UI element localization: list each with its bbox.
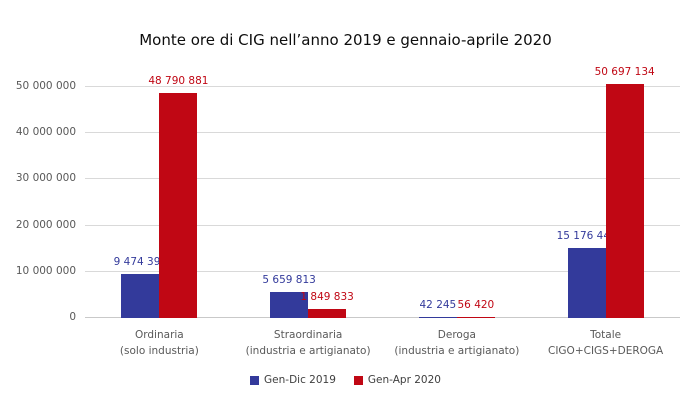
legend-label: Gen-Dic 2019: [264, 374, 336, 386]
y-tick-label: 0: [69, 311, 76, 323]
gridline: [85, 178, 680, 179]
x-category-label: Totale CIGO+CIGS+DEROGA: [531, 327, 680, 359]
y-axis: 0 10 000 000 20 000 000 30 000 000 40 000 00…: [0, 80, 76, 323]
x-category-label-line: Deroga: [437, 329, 476, 341]
bar-value-label: 50 697 134: [594, 66, 655, 78]
bar-value-label: 42 245: [419, 299, 457, 311]
bar-value-label: 48 790 881: [148, 75, 209, 87]
bar-groups: 9 474 391 48 790 881 5 659 813 1 849 833 42 …: [85, 66, 680, 318]
x-category-label-line: Totale: [590, 329, 622, 341]
legend-item: Gen-Dic 2019: [250, 374, 336, 386]
x-category-label-line: Ordinaria: [135, 329, 184, 341]
bar-value-label: 15 176 449: [556, 230, 617, 242]
plot-area: 9 474 391 48 790 881 5 659 813 1 849 833 42 …: [85, 66, 680, 318]
x-category-label: Straordinaria (industria e artigianato): [234, 327, 383, 359]
bar-value-label: 56 420: [457, 299, 495, 311]
x-axis-labels: Ordinaria (solo industria) Straordinaria (i…: [85, 327, 680, 359]
legend: Gen-Dic 2019 Gen-Apr 2020: [0, 374, 691, 386]
bar-value-label: 1 849 833: [300, 291, 354, 303]
y-tick-label: 40 000 000: [15, 126, 76, 138]
legend-item: Gen-Apr 2020: [353, 374, 441, 386]
bar-group: 15 176 449 50 697 134: [531, 66, 680, 318]
bar: 15 176 449: [557, 230, 617, 318]
bar-pair: 5 659 813 1 849 833: [262, 274, 354, 318]
gridline: [85, 225, 680, 226]
bar: 48 790 881: [148, 75, 208, 318]
x-category-label-line: (industria e artigianato): [245, 345, 371, 357]
gridline: [85, 271, 680, 272]
x-category-label-line: (industria e artigianato): [394, 345, 520, 357]
bar-value-label: 9 474 391: [113, 256, 168, 268]
bar-pair: 42 245 56 420: [418, 299, 495, 318]
bar-group: 5 659 813 1 849 833: [234, 87, 383, 318]
bar-value-label: 5 659 813: [262, 274, 316, 286]
gridline: [85, 86, 680, 87]
gridline: [85, 132, 680, 133]
x-category-label: Deroga (industria e artigianato): [383, 327, 532, 359]
bar-group: 9 474 391 48 790 881: [85, 75, 234, 318]
legend-swatch-icon: [353, 375, 363, 385]
x-category-label: Ordinaria (solo industria): [85, 327, 234, 359]
bar: 5 659 813: [262, 274, 316, 318]
y-tick-label: 50 000 000: [15, 80, 76, 92]
bar: 50 697 134: [595, 66, 655, 318]
bar-pair: 9 474 391 48 790 881: [114, 75, 208, 318]
bar: 56 420: [456, 299, 495, 318]
y-tick-label: 20 000 000: [15, 219, 76, 231]
gridline: [85, 317, 680, 318]
x-category-label-line: CIGO+CIGS+DEROGA: [547, 345, 664, 357]
bar-group: 42 245 56 420: [383, 87, 532, 318]
legend-swatch-icon: [250, 375, 260, 385]
y-tick-label: 10 000 000: [15, 265, 76, 277]
x-category-label-line: Straordinaria: [273, 329, 343, 341]
bar: 42 245: [418, 299, 457, 318]
legend-label: Gen-Apr 2020: [367, 374, 441, 386]
x-category-label-line: (solo industria): [119, 345, 199, 357]
chart-title: Monte ore di CIG nell’anno 2019 e gennai…: [139, 31, 552, 49]
bar: 9 474 391: [114, 256, 167, 318]
y-tick-label: 30 000 000: [15, 172, 76, 184]
bar-pair: 15 176 449 50 697 134: [557, 66, 655, 318]
bar: 1 849 833: [300, 291, 354, 318]
